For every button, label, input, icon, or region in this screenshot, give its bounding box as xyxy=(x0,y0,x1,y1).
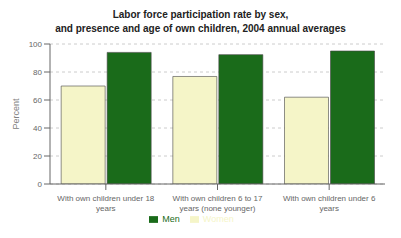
svg-text:80: 80 xyxy=(33,68,42,77)
svg-text:60: 60 xyxy=(33,96,42,105)
html-text:and presence and age of own ch: and presence and age of own children, 20… xyxy=(55,23,346,34)
html-text:Women: Women xyxy=(202,214,234,224)
svg-text:100: 100 xyxy=(29,40,43,49)
html-text:Men: Men xyxy=(162,214,180,224)
svg-text:With own children 6 to 17years: With own children 6 to 17years (none you… xyxy=(173,194,263,213)
svg-text:20: 20 xyxy=(33,152,42,161)
svg-text:With own children under 6years: With own children under 6years xyxy=(283,194,376,213)
svg-text:With own children under 18year: With own children under 18years xyxy=(57,194,154,213)
svg-text:0: 0 xyxy=(38,180,43,189)
svg-text:40: 40 xyxy=(33,124,42,133)
html-text:Labor force participation rate: Labor force participation rate by sex, xyxy=(112,9,289,20)
svg-text:Percent: Percent xyxy=(11,98,21,130)
